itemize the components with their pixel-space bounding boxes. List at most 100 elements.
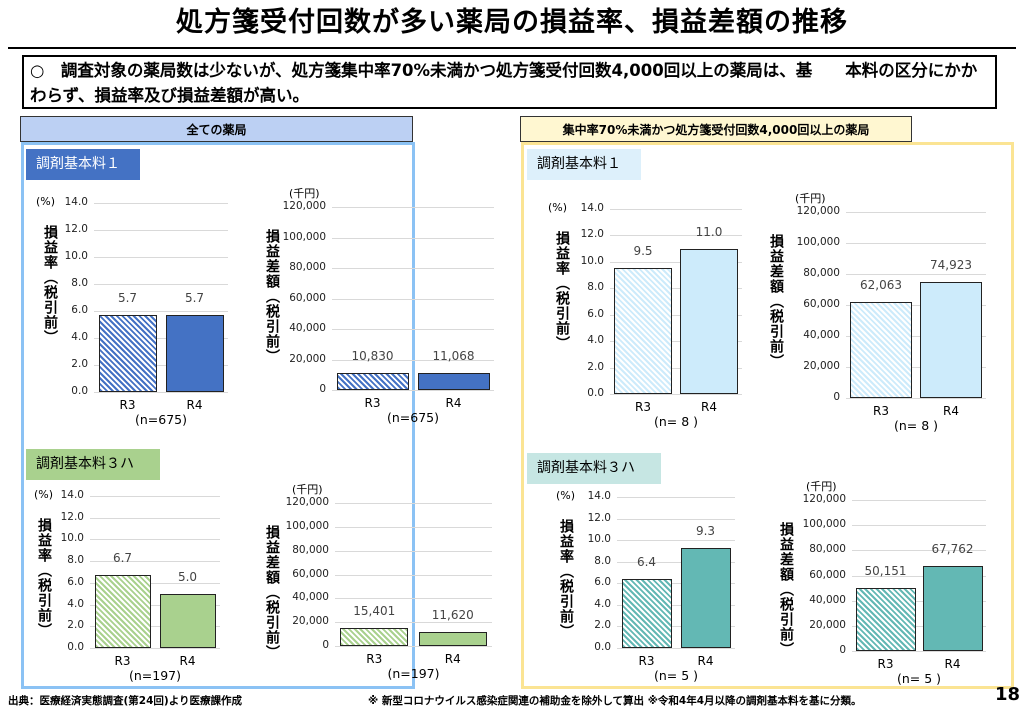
- y-tick-label: 80,000: [809, 543, 846, 556]
- y-axis-label: 損益差額（税引前）: [768, 234, 784, 369]
- y-tick-label: 40,000: [803, 329, 840, 341]
- value-label: 11,620: [431, 608, 474, 623]
- sample-size-label: (n=675): [134, 412, 187, 427]
- gridline: [332, 359, 494, 361]
- bar-R4: [920, 281, 982, 398]
- category-label: R4: [179, 654, 196, 668]
- bar-R3: [336, 373, 409, 390]
- gridline: [90, 626, 220, 628]
- gridline: [610, 314, 742, 316]
- summary-box: ○ 調査対象の薬局数は少ないが、処方箋集中率70%未満かつ処方箋受付回数4,00…: [22, 55, 997, 109]
- y-tick-label: 14.0: [580, 202, 604, 214]
- bar-R3: [621, 578, 672, 648]
- bar-R3: [855, 587, 916, 651]
- y-tick-label: 8.0: [71, 277, 88, 289]
- section-label-right-bottom: 調剤基本料３ハ: [527, 453, 661, 484]
- category-label: R3: [635, 400, 651, 414]
- gridline: [852, 525, 986, 527]
- gridline: [610, 367, 742, 369]
- y-tick-label: 60,000: [292, 567, 329, 580]
- footnote: ※ 新型コロナウイルス感染症関連の補助金を除外して算出 ※令和4年4月以降の調剤…: [368, 695, 862, 707]
- y-tick-label: 4.0: [71, 331, 88, 343]
- sample-size-label: (n=197): [128, 668, 181, 683]
- y-tick-label: 120,000: [796, 205, 840, 217]
- gridline: [335, 646, 492, 647]
- gridline: [846, 243, 986, 244]
- unit-label: (%): [36, 195, 56, 208]
- category-label: R4: [701, 400, 717, 414]
- header-all-pharmacies: 全ての薬局: [20, 116, 413, 142]
- unit-label: (%): [34, 488, 54, 501]
- y-tick-label: 12.0: [587, 511, 611, 524]
- gridline: [90, 648, 220, 649]
- value-label: 11,068: [432, 349, 475, 364]
- value-label: 9.3: [695, 523, 716, 538]
- gridline: [335, 550, 492, 552]
- y-tick-label: 4.0: [67, 597, 84, 610]
- y-tick-label: 120,000: [802, 493, 846, 505]
- gridline: [852, 575, 986, 577]
- y-tick-label: 0: [839, 644, 846, 656]
- y-tick-label: 8.0: [67, 554, 84, 567]
- y-tick-label: 20,000: [809, 618, 846, 631]
- panel-all-pharmacies: [21, 142, 415, 689]
- gridline: [90, 561, 220, 563]
- y-tick-label: 4.0: [587, 334, 604, 347]
- gridline: [332, 298, 494, 300]
- y-tick-label: 120,000: [282, 200, 326, 212]
- gridline: [846, 367, 986, 368]
- y-tick-label: 0.0: [67, 641, 84, 653]
- gridline: [94, 257, 228, 258]
- y-tick-label: 0: [322, 639, 329, 651]
- gridline: [94, 230, 228, 231]
- y-tick-label: 14.0: [587, 490, 611, 502]
- sample-size-label: (n=675): [386, 410, 439, 425]
- gridline: [335, 598, 492, 600]
- category-label: R4: [444, 652, 461, 666]
- bar-R3: [614, 268, 672, 394]
- gridline: [94, 365, 228, 366]
- y-tick-label: 100,000: [796, 236, 840, 248]
- y-tick-label: 80,000: [803, 267, 840, 279]
- bar-R4: [922, 565, 983, 651]
- y-axis-label: 損益率（税引前）: [36, 518, 52, 638]
- gridline: [617, 648, 735, 649]
- gridline: [846, 274, 986, 275]
- sample-size-label: (n= 5 ): [896, 671, 942, 686]
- gridline: [846, 336, 986, 337]
- y-tick-label: 20,000: [292, 615, 329, 628]
- gridline: [94, 392, 228, 393]
- y-tick-label: 10.0: [587, 533, 611, 546]
- value-label: 10,830: [351, 349, 394, 364]
- value-label: 67,762: [931, 541, 974, 556]
- category-label: R3: [877, 657, 894, 671]
- y-tick-label: 0.0: [594, 641, 611, 653]
- value-label: 6.7: [112, 551, 133, 566]
- y-tick-label: 2.0: [594, 619, 611, 632]
- y-axis-label: 損益率（税引前）: [42, 225, 58, 345]
- y-tick-label: 0.0: [587, 387, 604, 399]
- y-tick-label: 120,000: [285, 496, 329, 508]
- y-tick-label: 2.0: [71, 358, 88, 370]
- y-tick-label: 6.0: [587, 307, 604, 320]
- section-label-right-top: 調剤基本料１: [527, 149, 641, 180]
- y-tick-label: 2.0: [587, 360, 604, 373]
- gridline: [852, 600, 986, 602]
- y-tick-label: 100,000: [285, 519, 329, 532]
- y-axis-label: 損益率（税引前）: [554, 231, 570, 351]
- bar-R4: [165, 315, 224, 392]
- y-tick-label: 80,000: [289, 261, 326, 273]
- y-tick-label: 12.0: [64, 223, 88, 235]
- unit-label: (%): [556, 489, 576, 502]
- header-filtered-pharmacies: 集中率70%未満かつ処方箋受付回数4,000回以上の薬局: [520, 116, 912, 142]
- category-label: R4: [445, 396, 462, 410]
- y-tick-label: 12.0: [580, 228, 604, 241]
- gridline: [335, 526, 492, 528]
- gridline: [332, 390, 494, 391]
- sample-size-label: (n= 5 ): [653, 668, 699, 683]
- gridline: [617, 561, 735, 563]
- category-label: R3: [114, 654, 131, 668]
- gridline: [332, 207, 494, 208]
- y-tick-label: 60,000: [803, 298, 840, 310]
- bar-R4: [418, 632, 487, 646]
